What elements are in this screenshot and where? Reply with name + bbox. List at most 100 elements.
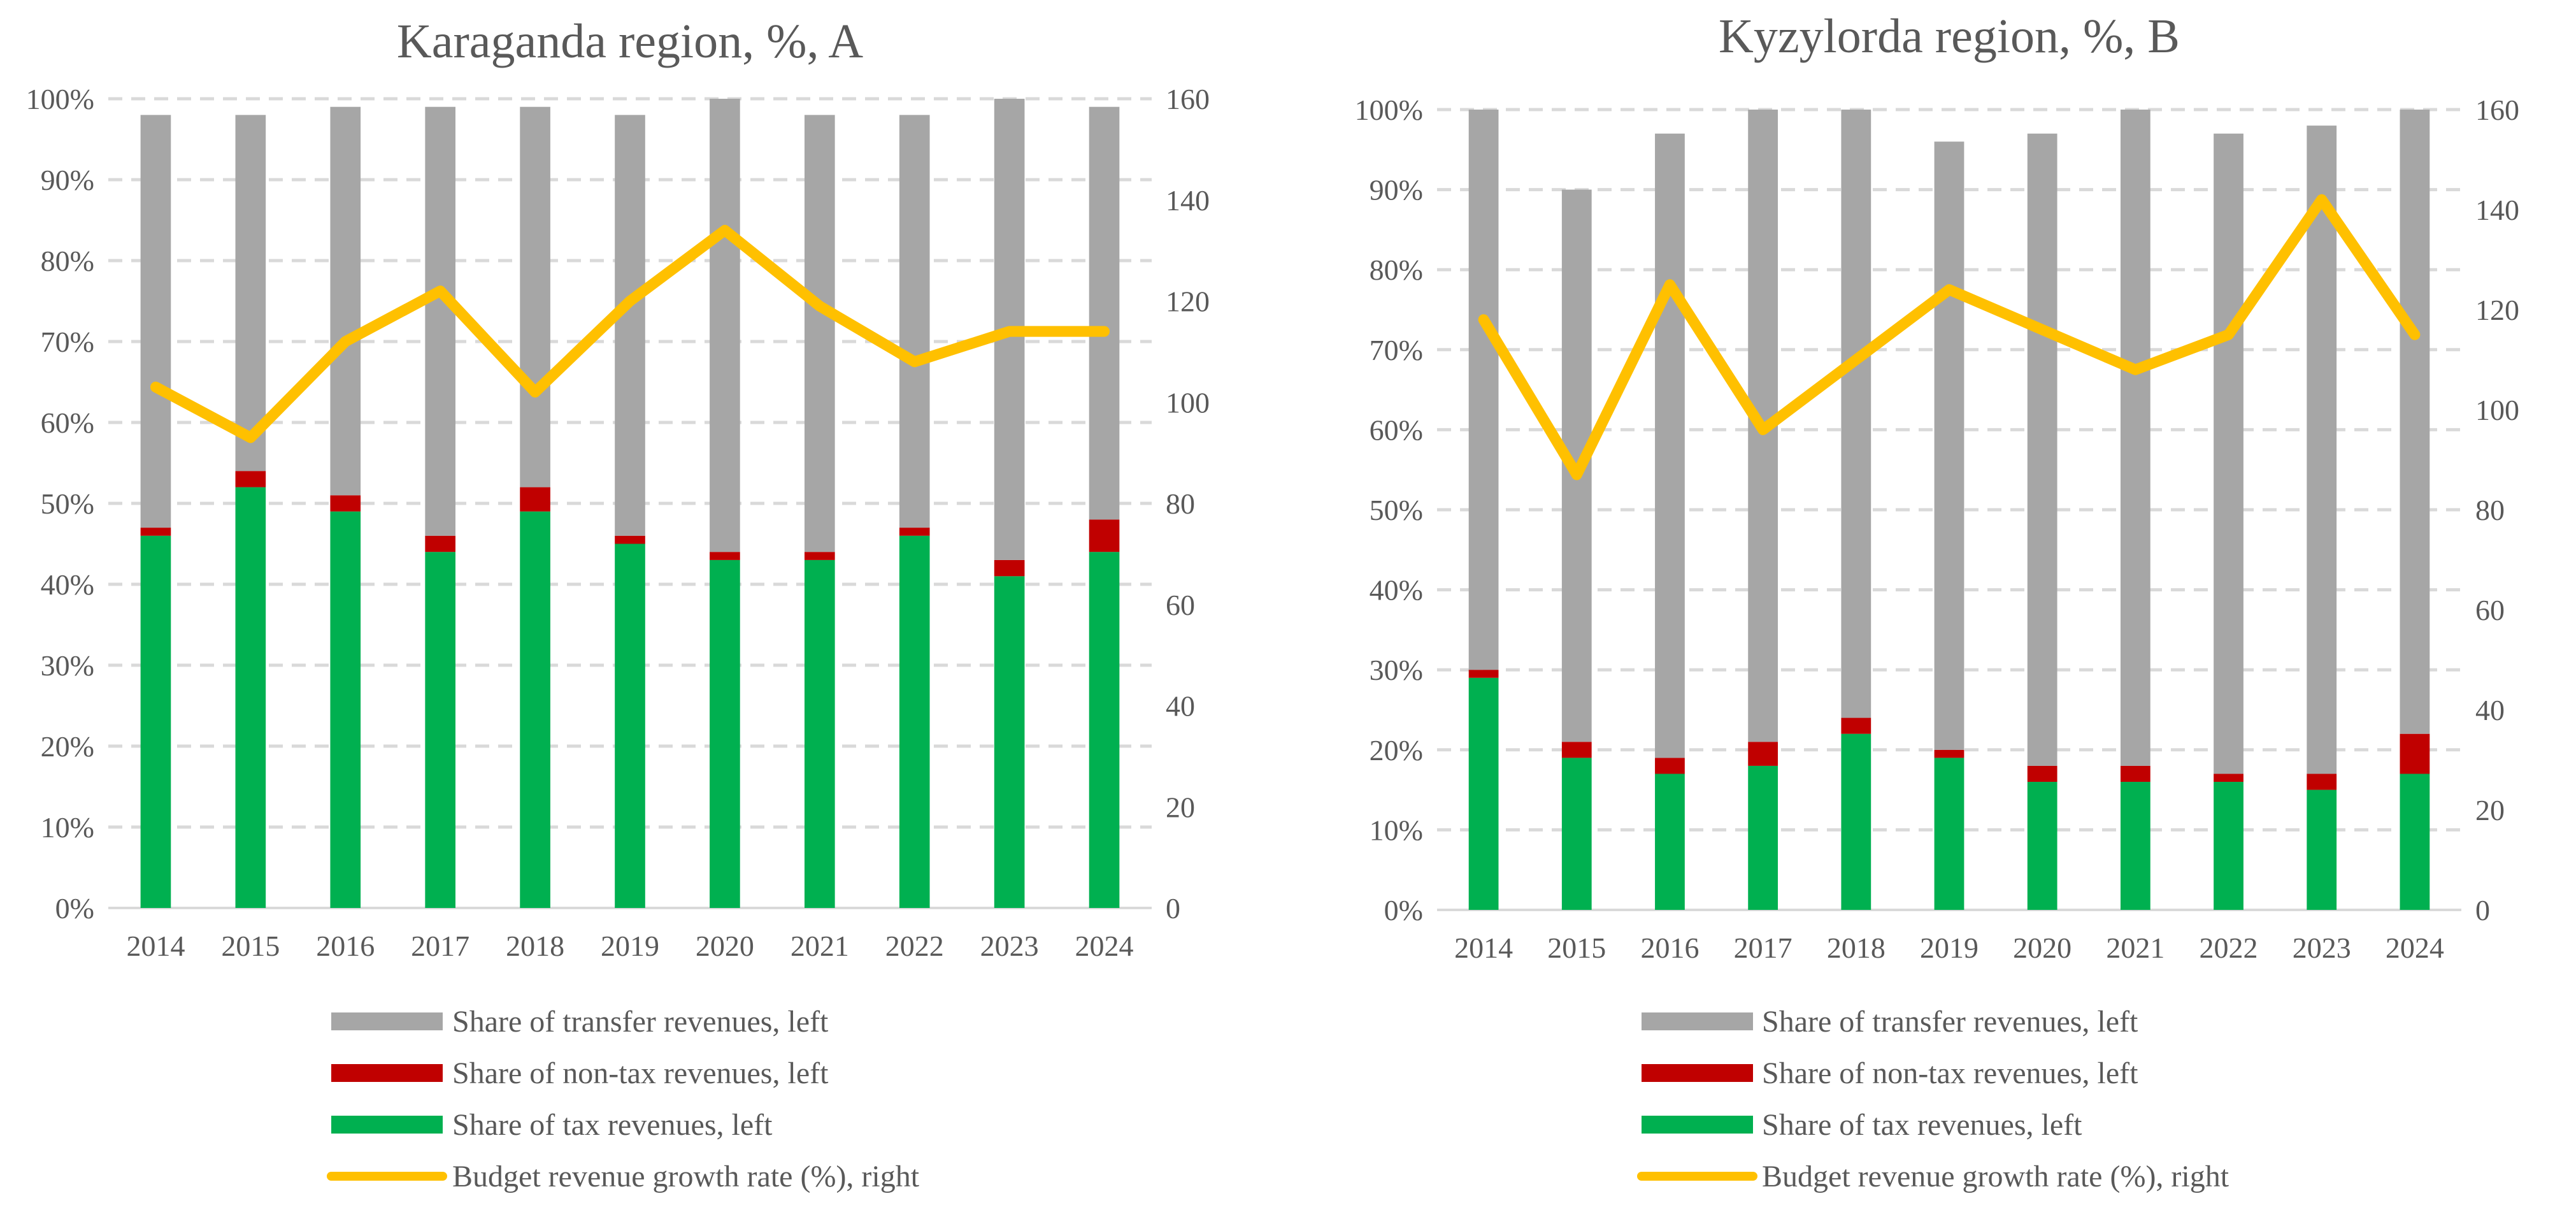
bar-segment-share-of-non-tax-revenues-2019: [1934, 749, 1964, 758]
legend: Share of transfer revenues, left Share of…: [327, 1005, 920, 1193]
right-axis-tick-label: 100: [2475, 394, 2519, 426]
legend-swatch: [331, 1064, 443, 1082]
bar-segment-share-of-tax-revenues-2016: [1655, 774, 1685, 910]
growth-rate-line: [1478, 194, 2421, 480]
chart-title: Karaganda region, %, A: [397, 15, 863, 68]
legend-swatch: [331, 1012, 443, 1030]
x-axis-tick-label: 2022: [2200, 932, 2258, 964]
left-axis-tick-label: 0%: [55, 892, 94, 925]
bar-segment-share-of-non-tax-revenues-2024: [1089, 519, 1120, 552]
left-axis-tick-label: 20%: [1370, 734, 1423, 767]
left-axis-tick-label: 40%: [1370, 574, 1423, 607]
bar-segment-share-of-tax-revenues-2019: [615, 544, 645, 908]
bar-segment-share-of-non-tax-revenues-2016: [1655, 758, 1685, 774]
x-axis-tick-label: 2016: [316, 930, 375, 962]
bar-segment-share-of-transfer-revenues-2024: [1089, 106, 1120, 520]
bar-segment-share-of-tax-revenues-2014: [140, 535, 171, 908]
chart-panel-karaganda: Karaganda region, %, A 0% 10% 20% 30% 40% 50% 6…: [26, 15, 1210, 1193]
bar-segment-share-of-non-tax-revenues-2024: [2400, 733, 2430, 774]
right-axis-tick-label: 60: [1166, 589, 1195, 621]
bar-segment-share-of-tax-revenues-2022: [2214, 782, 2243, 910]
legend-swatch: [331, 1116, 443, 1134]
right-axis-tick-label: 20: [2475, 794, 2505, 826]
x-axis-tick-label: 2018: [1827, 932, 1885, 964]
x-axis-tick-label: 2019: [1920, 932, 1979, 964]
bar-segment-share-of-non-tax-revenues-2014: [140, 528, 171, 536]
bar-segment-share-of-tax-revenues-2024: [1089, 552, 1120, 908]
bar-segment-share-of-transfer-revenues-2021: [2120, 110, 2150, 766]
legend-entry-label: Share of transfer revenues, left: [452, 1005, 829, 1039]
bar-segment-share-of-non-tax-revenues-2020: [710, 552, 740, 560]
legend-entry-label: Budget revenue growth rate (%), right: [1762, 1160, 2229, 1193]
left-axis-tick-label: 90%: [41, 164, 94, 196]
right-axis-tick-label: 160: [1166, 83, 1210, 115]
x-axis-tick-label: 2014: [1454, 932, 1513, 964]
x-axis-tick-label: 2017: [411, 930, 469, 962]
right-axis-tick-label: 20: [1166, 791, 1195, 823]
bar-segment-share-of-transfer-revenues-2021: [804, 115, 835, 552]
bars: [1468, 110, 2430, 910]
left-axis-tick-label: 30%: [1370, 654, 1423, 686]
bar-segment-share-of-tax-revenues-2023: [994, 576, 1025, 908]
legend-entry-label: Share of non-tax revenues, left: [1762, 1056, 2138, 1090]
left-axis-tick-label: 20%: [41, 730, 94, 763]
bar-segment-share-of-transfer-revenues-2022: [2214, 133, 2243, 774]
bar-segment-share-of-transfer-revenues-2014: [140, 115, 171, 528]
bar-segment-share-of-transfer-revenues-2018: [520, 106, 550, 487]
bar-segment-share-of-tax-revenues-2020: [2027, 782, 2057, 910]
x-axis-tick-label: 2014: [126, 930, 185, 962]
left-axis-tick-label: 60%: [41, 407, 94, 439]
bar-segment-share-of-transfer-revenues-2014: [1468, 110, 1499, 670]
bar-segment-share-of-tax-revenues-2015: [1561, 758, 1592, 910]
bar-segment-share-of-transfer-revenues-2017: [425, 106, 456, 536]
bar-segment-share-of-transfer-revenues-2023: [2307, 126, 2337, 774]
x-axis-tick-label: 2024: [2386, 932, 2444, 964]
x-axis-tick-label: 2020: [2013, 932, 2072, 964]
bar-segment-share-of-transfer-revenues-2020: [2027, 133, 2057, 766]
right-axis-tick-label: 120: [2475, 294, 2519, 326]
left-axis-tick-label: 70%: [41, 326, 94, 358]
bar-segment-share-of-non-tax-revenues-2022: [2214, 774, 2243, 782]
legend-entry-label: Share of tax revenues, left: [1762, 1108, 2082, 1142]
left-axis-tick-label: 30%: [41, 649, 94, 682]
right-axis-tick-label: 140: [1166, 184, 1210, 217]
bar-segment-share-of-transfer-revenues-2019: [615, 115, 645, 536]
bar-segment-share-of-non-tax-revenues-2021: [804, 552, 835, 560]
left-axis-tick-label: 100%: [26, 83, 94, 115]
left-axis-tick-label: 60%: [1370, 414, 1423, 446]
right-axis-tick-label: 80: [2475, 494, 2505, 526]
bar-segment-share-of-transfer-revenues-2019: [1934, 141, 1964, 750]
bar-segment-share-of-non-tax-revenues-2017: [1748, 742, 1778, 766]
bar-segment-share-of-tax-revenues-2022: [899, 535, 930, 908]
legend-swatch: [1642, 1012, 1753, 1030]
bar-segment-share-of-transfer-revenues-2015: [235, 115, 266, 472]
chart-karaganda: Karaganda region, %, A 0% 10% 20% 30% 40% 50% 6…: [26, 15, 1210, 1193]
bars: [140, 99, 1120, 908]
legend-entry-label: Share of transfer revenues, left: [1762, 1005, 2138, 1039]
legend-entry-label: Budget revenue growth rate (%), right: [452, 1160, 920, 1193]
bar-segment-share-of-tax-revenues-2024: [2400, 774, 2430, 910]
right-axis-tick-label: 60: [2475, 594, 2505, 626]
bar-segment-share-of-non-tax-revenues-2017: [425, 535, 456, 552]
left-axis-tick-label: 80%: [41, 245, 94, 277]
left-axis-tick-label: 50%: [41, 487, 94, 520]
left-axis-tick-label: 100%: [1355, 94, 1423, 126]
bar-segment-share-of-tax-revenues-2015: [235, 487, 266, 908]
bar-segment-share-of-non-tax-revenues-2021: [2120, 765, 2150, 782]
chart-title: Kyzylorda region, %, B: [1719, 10, 2180, 63]
x-axis-tick-label: 2015: [1547, 932, 1606, 964]
bar-segment-share-of-tax-revenues-2020: [710, 559, 740, 908]
bar-segment-share-of-non-tax-revenues-2023: [2307, 774, 2337, 790]
bar-segment-share-of-non-tax-revenues-2018: [520, 487, 550, 512]
bar-segment-share-of-non-tax-revenues-2015: [1561, 742, 1592, 758]
growth-rate-line: [150, 224, 1110, 443]
bar-segment-share-of-tax-revenues-2023: [2307, 789, 2337, 910]
x-axis-tick-label: 2024: [1075, 930, 1134, 962]
x-axis-tick-label: 2018: [506, 930, 564, 962]
bar-segment-share-of-transfer-revenues-2022: [899, 115, 930, 528]
right-axis-tick-label: 160: [2475, 94, 2519, 126]
right-axis-tick-label: 100: [1166, 386, 1210, 419]
x-axis-tick-label: 2021: [791, 930, 849, 962]
bar-segment-share-of-tax-revenues-2021: [2120, 782, 2150, 910]
